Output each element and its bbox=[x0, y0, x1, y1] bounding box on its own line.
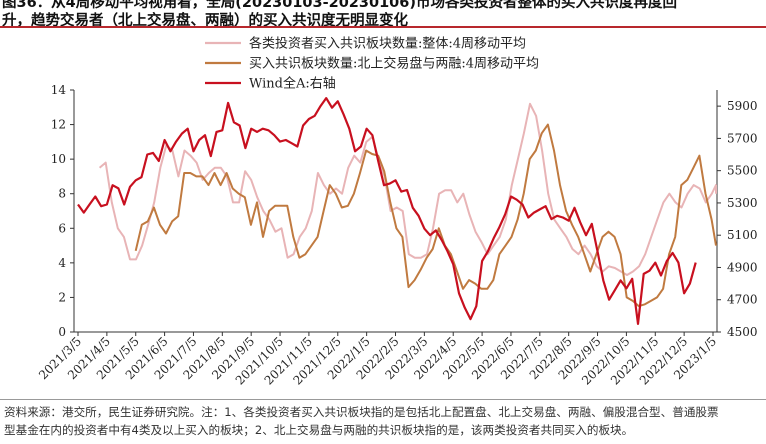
legend-label-1: 各类投资者买入共识板块数量:整体:4周移动平均 bbox=[249, 36, 526, 52]
figure-title: 图36：从4周移动平均视角看，全局(20230103-20230106)市场各类… bbox=[0, 0, 766, 30]
legend-label-2: 买入共识板块数量:北上交易盘与两融:4周移动平均 bbox=[249, 56, 539, 72]
title-divider bbox=[0, 26, 766, 28]
source-notes-line-2: 型基金在内的投资者中有4类及以上买入的板块；2、北上交易盘与两融的共识板块指的是… bbox=[4, 423, 634, 437]
series-line-2 bbox=[134, 123, 717, 308]
left-tick-label: 14 bbox=[51, 83, 67, 97]
right-tick-label: 5300 bbox=[727, 196, 758, 210]
right-tick-label: 4700 bbox=[727, 293, 758, 307]
right-tick-label: 5500 bbox=[727, 164, 758, 178]
right-tick-label: 5900 bbox=[727, 99, 758, 113]
legend-label-3: Wind全A:右轴 bbox=[249, 76, 336, 92]
left-tick-label: 0 bbox=[58, 325, 66, 339]
line-chart: 0 2 4 6 8 10 12 14 4500 4700 4900 5100 5300 5500 5700 5… bbox=[36, 36, 758, 388]
left-tick-label: 8 bbox=[58, 187, 66, 201]
right-tick-label: 5700 bbox=[727, 131, 758, 145]
series-layer bbox=[77, 96, 717, 325]
left-tick-label: 2 bbox=[58, 290, 66, 304]
notes-divider bbox=[0, 399, 766, 400]
left-tick-label: 6 bbox=[58, 221, 66, 235]
right-tick-label: 4900 bbox=[727, 260, 758, 274]
right-tick-label: 5100 bbox=[727, 228, 758, 242]
right-tick-label: 4500 bbox=[727, 325, 758, 339]
figure-title-line-1: 图36：从4周移动平均视角看，全局(20230103-20230106)市场各类… bbox=[2, 0, 677, 11]
left-tick-label: 4 bbox=[58, 256, 66, 270]
chart-legend: 各类投资者买入共识板块数量:整体:4周移动平均买入共识板块数量:北上交易盘与两融… bbox=[205, 36, 539, 92]
figure-title-line-2: 升，趋势交易者（北上交易盘、两融）的买入共识度无明显变化 bbox=[2, 13, 408, 29]
left-tick-label: 10 bbox=[51, 152, 66, 166]
plot-frame bbox=[73, 90, 718, 333]
source-notes-line-1: 资料来源：港交所，民生证券研究院。注：1、各类投资者买入共识板块指的是包括北上配… bbox=[4, 405, 719, 419]
left-tick-label: 12 bbox=[51, 118, 66, 132]
source-notes: 资料来源：港交所，民生证券研究院。注：1、各类投资者买入共识板块指的是包括北上配… bbox=[4, 403, 762, 439]
series-line-3 bbox=[77, 96, 697, 325]
